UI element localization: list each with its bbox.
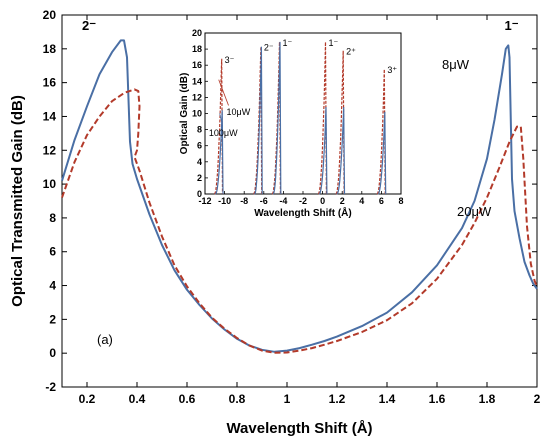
plot-frame	[61, 14, 538, 388]
x-tick-label: 0.4	[129, 392, 146, 406]
inset-x-tick-label: 4	[359, 196, 364, 206]
inset-y-tick-label: 14	[192, 76, 202, 86]
x-tick-label: 1	[284, 392, 291, 406]
series-line-dashed	[61, 88, 538, 354]
inset-y-tick-label: 16	[192, 60, 202, 70]
inset-y-tick-label: 12	[192, 92, 202, 102]
inset-peak-dashed	[253, 46, 263, 195]
y-axis-label: Optical Transmitted Gain (dB)	[9, 95, 26, 307]
inset-background	[175, 29, 411, 220]
inset-peak-solid	[254, 46, 263, 195]
inset-x-tick-label: -6	[260, 196, 268, 206]
inset-x-tick-label: 2	[340, 196, 345, 206]
inset-y-tick-label: 10	[192, 109, 202, 119]
inset-peak-label: 2⁺	[346, 47, 356, 57]
inset-peak-solid	[214, 110, 224, 195]
inset-x-axis-label: Wavelength Shift (Å)	[254, 206, 351, 219]
y-tick-label: 2	[49, 312, 56, 326]
inset-y-axis-label: Optical Gain (dB)	[179, 73, 190, 155]
y-tick-label: 0	[49, 346, 56, 360]
inset-peak-solid	[377, 111, 387, 195]
y-tick-label: 6	[49, 245, 56, 259]
x-tick-label: 1.2	[329, 392, 346, 406]
series-label: 8μW	[442, 57, 470, 72]
inset-x-tick-label: 8	[398, 196, 403, 206]
y-tick-label: 14	[43, 109, 57, 123]
inset-y-tick-label: 2	[197, 173, 202, 183]
inset-peak-solid	[318, 107, 328, 195]
series-line-solid	[61, 39, 538, 353]
inset-y-tick-label: 6	[197, 141, 202, 151]
x-axis-label: Wavelength Shift (Å)	[226, 420, 372, 437]
inset-pointer	[218, 79, 229, 106]
inset-peak-label: 3⁻	[225, 55, 235, 65]
x-tick-label: 1.4	[379, 392, 396, 406]
inset-x-tick-label: -2	[299, 196, 307, 206]
inset-x-tick-label: 6	[379, 196, 384, 206]
inset-series-label: 10μW	[227, 107, 251, 117]
y-tick-label: 18	[43, 42, 57, 56]
x-tick-label: 0.2	[79, 392, 96, 406]
inset-peak-solid	[336, 107, 346, 195]
y-tick-label: 12	[43, 143, 57, 157]
series-label: 20μW	[457, 204, 492, 219]
peak-label: 2⁻	[82, 18, 96, 33]
inset-peak-label: 1⁻	[329, 38, 339, 48]
y-tick-label: 8	[49, 211, 56, 225]
panel-label: (a)	[97, 332, 113, 347]
inset-x-tick-label: -8	[240, 196, 248, 206]
inset-x-tick-label: -12	[198, 196, 211, 206]
inset-peak-label: 1⁻	[282, 38, 292, 48]
inset-y-tick-label: 4	[197, 157, 202, 167]
x-tick-label: 1.6	[429, 392, 446, 406]
inset-peak-solid	[272, 41, 282, 195]
inset-y-tick-label: 18	[192, 44, 202, 54]
inset-peak-dashed	[213, 58, 224, 195]
y-tick-label: -2	[45, 380, 56, 394]
x-tick-label: 0.6	[179, 392, 196, 406]
peak-label: 1⁻	[505, 18, 519, 33]
inset-pointer	[219, 113, 224, 127]
inset-peak-dashed	[376, 69, 386, 195]
inset-y-tick-label: 8	[197, 125, 202, 135]
inset-peak-dashed	[335, 50, 345, 195]
inset-peak-label: 2⁻	[264, 43, 274, 53]
inset-peak-dashed	[317, 41, 327, 195]
y-tick-label: 4	[49, 279, 56, 293]
y-tick-label: 20	[43, 8, 57, 22]
y-tick-label: 10	[43, 177, 57, 191]
inset-plot: 0 2 4 6 8 10 12 14 16 18 20 -12 -10 -8 -6 -4 -2 0 2 4 6 8 Wave…	[175, 28, 411, 220]
inset-peak-label: 3⁺	[387, 65, 397, 75]
inset-series-label: 100μW	[209, 128, 238, 138]
inset-x-tick-label: 0	[320, 196, 325, 206]
inset-x-tick-label: -4	[279, 196, 287, 206]
x-tick-label: 2	[534, 392, 541, 406]
x-tick-label: 0.8	[229, 392, 246, 406]
inset-x-tick-label: -10	[218, 196, 231, 206]
inset-y-tick-label: 0	[197, 189, 202, 199]
inset-y-tick-label: 20	[192, 28, 202, 38]
y-tick-label: 16	[43, 76, 57, 90]
x-tick-label: 1.8	[479, 392, 496, 406]
